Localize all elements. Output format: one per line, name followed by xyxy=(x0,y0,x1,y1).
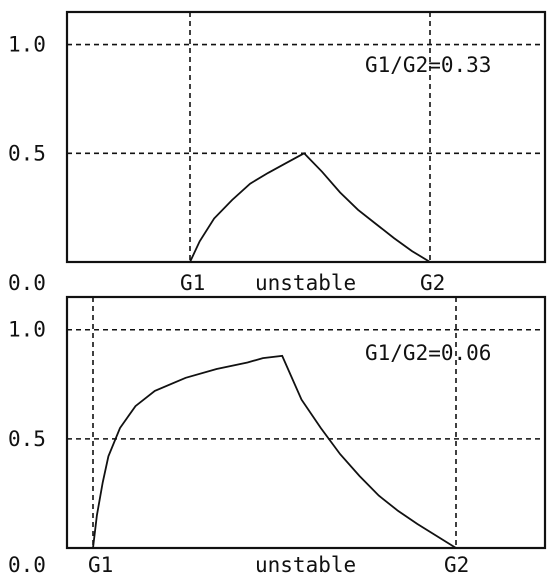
plot-frame xyxy=(65,295,547,550)
chart-panel-1: 0.0 0.5 1.0 G1 unstable G2 G1/G2=0.33 xyxy=(8,10,547,295)
ratio-annotation: G1/G2=0.33 xyxy=(365,53,491,77)
chart-panel-2: 0.0 0.5 1.0 G1 unstable G2 G1/G2=0.06 xyxy=(8,295,547,575)
y-tick-label-2: 1.0 xyxy=(8,318,46,342)
y-tick-label-0: 0.0 xyxy=(8,553,46,575)
y-tick-label-1: 0.5 xyxy=(8,141,46,165)
x-label-g2: G2 xyxy=(444,553,469,575)
x-label-g1: G1 xyxy=(180,271,205,295)
ratio-annotation: G1/G2=0.06 xyxy=(365,341,491,365)
y-tick-label-0: 0.0 xyxy=(8,271,46,295)
series-curve xyxy=(189,152,431,263)
x-label-g2: G2 xyxy=(420,271,445,295)
x-label-g1: G1 xyxy=(88,553,113,575)
x-label-middle: unstable xyxy=(255,553,356,575)
plot-frame xyxy=(65,10,547,264)
x-label-middle: unstable xyxy=(255,271,356,295)
y-tick-label-2: 1.0 xyxy=(8,33,46,57)
y-tick-label-1: 0.5 xyxy=(8,427,46,451)
series-curve xyxy=(92,354,457,549)
